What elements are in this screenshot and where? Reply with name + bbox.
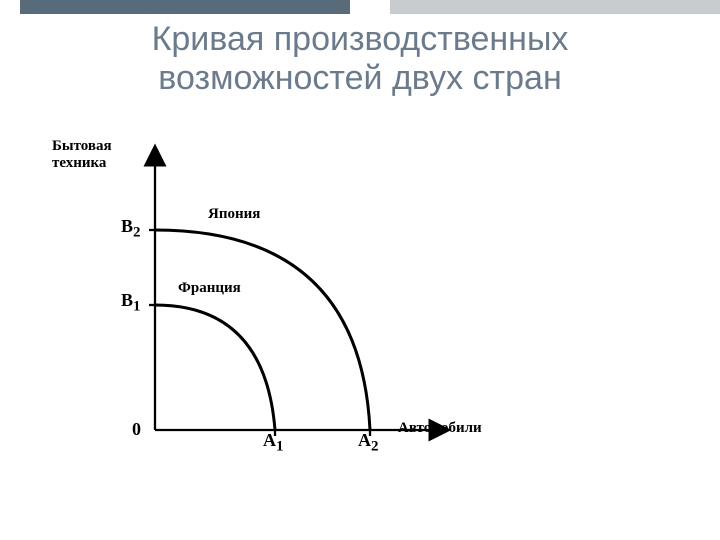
x-tick-a1-base: A [263, 430, 276, 450]
x-tick-a2-sub: 2 [371, 439, 379, 455]
y-tick-b1-sub: 1 [133, 299, 141, 315]
curve-label-france: Франция [178, 280, 241, 297]
ppf-chart: Бытовая техника Автомобили 0 Франция Япо… [60, 140, 520, 470]
y-axis-label-line1: Бытовая [52, 138, 112, 154]
y-axis-label: Бытовая техника [52, 138, 112, 172]
title-line-1: Кривая производственных [152, 20, 569, 58]
x-tick-a1-sub: 1 [276, 439, 284, 455]
y-tick-b2-base: B [121, 216, 133, 236]
accent-seg-3 [390, 0, 720, 14]
accent-seg-1 [20, 0, 350, 14]
x-tick-a2: A2 [358, 430, 379, 456]
page-title: Кривая производственных возможностей дву… [0, 20, 720, 98]
top-accent-bar [0, 0, 720, 14]
y-tick-b2: B2 [121, 216, 141, 242]
title-line-2: возможностей двух стран [158, 59, 561, 97]
x-tick-a1: A1 [263, 430, 284, 456]
y-tick-b1: B1 [121, 290, 141, 316]
y-tick-b1-base: B [121, 290, 133, 310]
curve-label-japan: Япония [208, 206, 260, 223]
x-tick-a2-base: A [358, 430, 371, 450]
accent-seg-0 [0, 0, 20, 14]
y-tick-b2-sub: 2 [133, 225, 141, 241]
accent-seg-2 [350, 0, 390, 14]
x-axis-label: Автомобили [398, 420, 482, 437]
origin-label: 0 [132, 419, 141, 440]
y-axis-label-line2: техника [52, 155, 106, 171]
